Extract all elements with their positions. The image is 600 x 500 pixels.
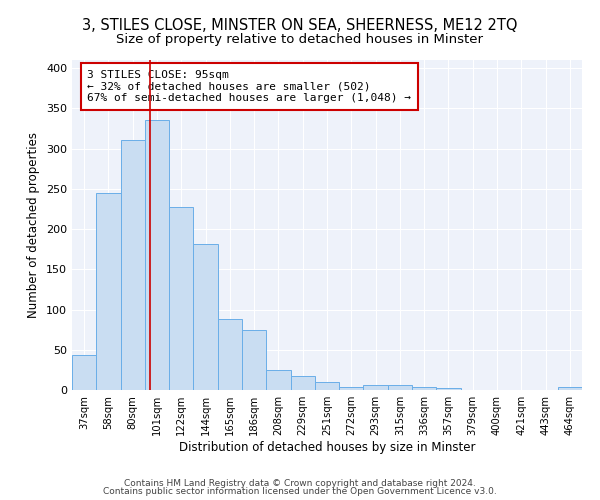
Bar — [242, 330, 266, 390]
Bar — [72, 354, 96, 390]
Bar — [339, 387, 364, 390]
Text: 3 STILES CLOSE: 95sqm
← 32% of detached houses are smaller (502)
67% of semi-det: 3 STILES CLOSE: 95sqm ← 32% of detached … — [88, 70, 412, 103]
Y-axis label: Number of detached properties: Number of detached properties — [28, 132, 40, 318]
Bar — [558, 387, 582, 390]
Bar — [121, 140, 145, 390]
Bar — [145, 120, 169, 390]
Bar — [96, 193, 121, 390]
Bar — [364, 385, 388, 390]
Text: 3, STILES CLOSE, MINSTER ON SEA, SHEERNESS, ME12 2TQ: 3, STILES CLOSE, MINSTER ON SEA, SHEERNE… — [82, 18, 518, 32]
X-axis label: Distribution of detached houses by size in Minster: Distribution of detached houses by size … — [179, 441, 475, 454]
Text: Contains HM Land Registry data © Crown copyright and database right 2024.: Contains HM Land Registry data © Crown c… — [124, 478, 476, 488]
Text: Size of property relative to detached houses in Minster: Size of property relative to detached ho… — [116, 32, 484, 46]
Text: Contains public sector information licensed under the Open Government Licence v3: Contains public sector information licen… — [103, 487, 497, 496]
Bar — [412, 387, 436, 390]
Bar — [436, 388, 461, 390]
Bar — [169, 208, 193, 390]
Bar — [290, 376, 315, 390]
Bar — [193, 244, 218, 390]
Bar — [315, 382, 339, 390]
Bar — [266, 370, 290, 390]
Bar — [388, 385, 412, 390]
Bar — [218, 319, 242, 390]
